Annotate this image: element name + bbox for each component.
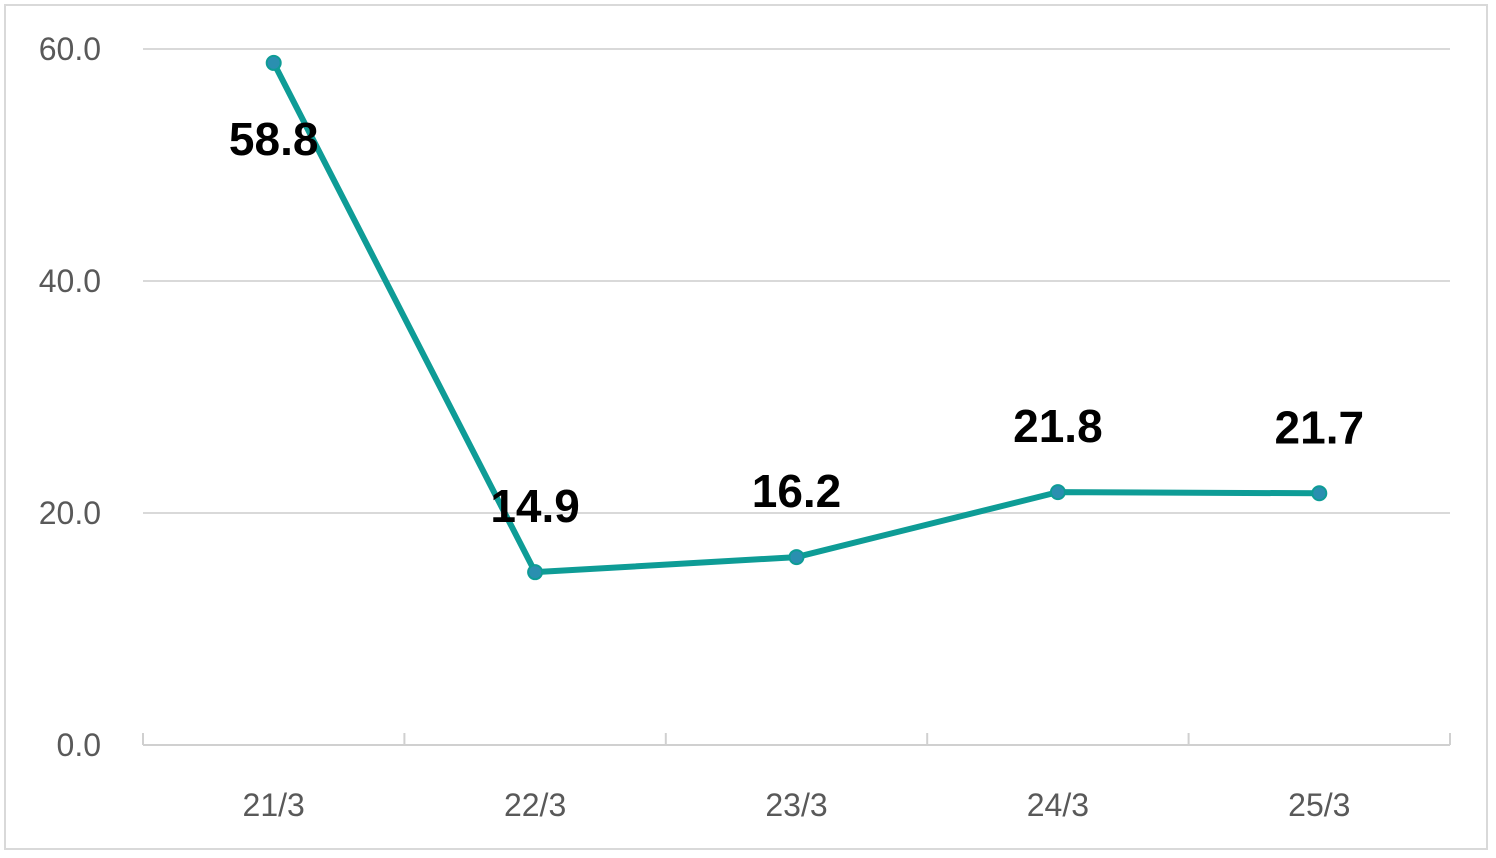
data-labels: 58.8 14.9 16.2 21.8 21.7 [229,113,1364,532]
data-label: 16.2 [752,465,842,517]
data-point-marker [1049,484,1066,501]
x-tick-label: 23/3 [765,787,827,823]
y-tick-label: 40.0 [39,263,101,299]
x-axis [142,733,1451,746]
chart-frame [4,4,1488,850]
x-tick-label: 21/3 [243,787,305,823]
y-axis-tick-labels: 0.0 20.0 40.0 60.0 [39,31,101,763]
data-point-marker [1311,485,1328,502]
data-point-marker [265,54,282,71]
data-label: 58.8 [229,113,319,165]
x-tick-label: 24/3 [1027,787,1089,823]
y-tick-label: 0.0 [57,727,101,763]
y-tick-label: 60.0 [39,31,101,67]
x-tick-label: 25/3 [1288,787,1350,823]
data-label: 14.9 [490,480,580,532]
data-label: 21.7 [1275,401,1365,453]
data-point-marker [788,549,805,566]
data-point-marker [527,564,544,581]
x-axis-tick-labels: 21/3 22/3 23/3 24/3 25/3 [243,787,1351,823]
data-label: 21.8 [1013,400,1103,452]
gridlines [143,48,1450,514]
series-markers [265,54,1328,581]
x-tick-label: 22/3 [504,787,566,823]
y-tick-label: 20.0 [39,495,101,531]
